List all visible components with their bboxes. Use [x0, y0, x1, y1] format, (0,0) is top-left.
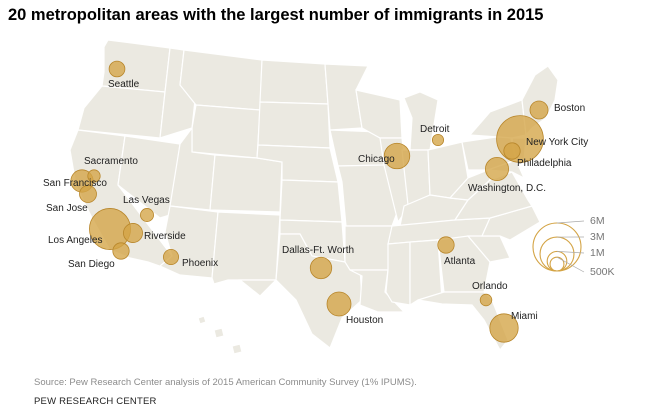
source-note: Source: Pew Research Center analysis of …: [34, 377, 417, 388]
bubble-san-jose: [79, 185, 97, 203]
label-detroit: Detroit: [420, 124, 450, 135]
island-3: [231, 343, 243, 355]
state-wyoming: [191, 104, 261, 159]
label-orlando: Orlando: [472, 281, 508, 292]
legend-label-500k: 500K: [590, 266, 615, 278]
legend-label-6m: 6M: [590, 215, 605, 227]
label-las-vegas: Las Vegas: [123, 195, 170, 206]
state-oregon: [77, 85, 166, 139]
label-philadelphia: Philadelphia: [517, 158, 572, 169]
label-boston: Boston: [554, 103, 585, 114]
size-legend: 6M 3M 1M 500K: [532, 215, 615, 278]
island-2: [213, 327, 225, 339]
label-seattle: Seattle: [108, 79, 140, 90]
bubble-san-diego: [112, 242, 130, 260]
bubble-seattle: [108, 60, 126, 78]
bubble-washington-d-c: [485, 157, 509, 181]
label-phoenix: Phoenix: [182, 258, 218, 269]
label-washington-d-c: Washington, D.C.: [468, 183, 546, 194]
label-layer: New York City Los Angeles Miami Chicago Hous…: [43, 79, 588, 326]
bubble-detroit: [431, 133, 445, 147]
label-atlanta: Atlanta: [444, 256, 476, 267]
legend-label-1m: 1M: [590, 247, 605, 259]
legend-leader-1m: [556, 251, 585, 254]
legend-circle-3m: [539, 236, 575, 272]
bubble-boston: [529, 100, 549, 120]
legend-leader-500k: [556, 256, 585, 273]
label-san-diego: San Diego: [68, 259, 115, 270]
bubble-las-vegas: [140, 208, 154, 222]
state-kansas: [279, 179, 343, 223]
legend-leader-6m: [556, 220, 585, 224]
label-los-angeles: Los Angeles: [48, 235, 103, 246]
bubble-orlando: [479, 293, 493, 307]
chart-title: 20 metropolitan areas with the largest n…: [8, 6, 544, 24]
state-new-mexico: [211, 211, 281, 285]
legend-label-3m: 3M: [590, 231, 605, 243]
label-houston: Houston: [346, 315, 383, 326]
bubble-miami: [489, 313, 519, 343]
credit-line: PEW RESEARCH CENTER: [34, 396, 157, 407]
bubble-sacramento: [87, 169, 101, 183]
label-riverside: Riverside: [144, 231, 186, 242]
legend-circle-500k: [549, 256, 565, 272]
state-mississippi: [385, 241, 411, 306]
bubble-dallas-ft-worth: [309, 256, 333, 280]
bubble-houston: [326, 291, 352, 317]
label-dallas-ft-worth: Dallas-Ft. Worth: [282, 245, 354, 256]
state-nevada: [117, 135, 181, 219]
state-florida: [417, 291, 509, 352]
label-sacramento: Sacramento: [84, 156, 138, 167]
bubble-chicago: [383, 142, 411, 170]
bubble-philadelphia: [503, 142, 521, 160]
label-miami: Miami: [511, 311, 538, 322]
label-new-york-city: New York City: [526, 137, 588, 148]
state-montana: [179, 49, 263, 111]
label-san-francisco: San Francisco: [43, 178, 107, 189]
state-north-dakota: [259, 59, 329, 105]
bubble-riverside: [123, 223, 143, 243]
bubble-phoenix: [163, 249, 179, 265]
bubble-atlanta: [437, 236, 455, 254]
label-san-jose: San Jose: [46, 203, 88, 214]
state-south-dakota: [257, 101, 331, 149]
legend-circle-6m: [532, 222, 582, 272]
bubble-layer: [70, 60, 549, 343]
island-1: [197, 315, 207, 325]
state-colorado: [209, 154, 283, 213]
label-chicago: Chicago: [358, 154, 395, 165]
